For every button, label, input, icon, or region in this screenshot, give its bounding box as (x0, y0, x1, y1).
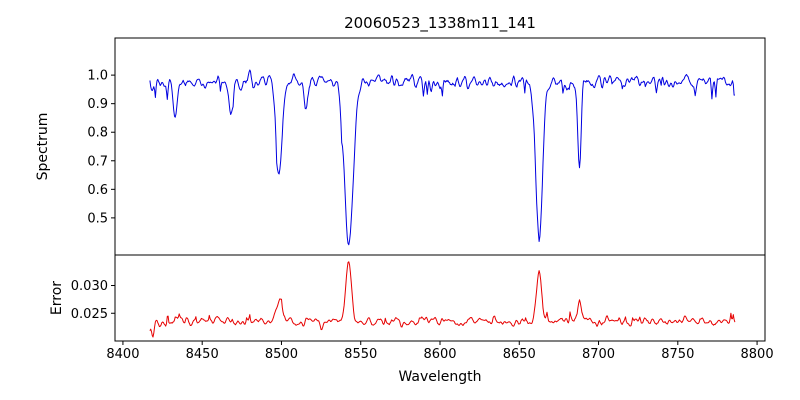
x-tick-label: 8800 (741, 347, 774, 362)
spectrum-y-axis-label: Spectrum (35, 113, 51, 181)
x-tick-label: 8700 (582, 347, 615, 362)
error-line (149, 261, 736, 338)
x-tick-label: 8400 (106, 347, 139, 362)
axis-ticks: 8400 8450 8500 8550 8600 8650 8700 8750 8800 0.5 0… (71, 69, 774, 362)
y-tick-label: 0.8 (87, 126, 108, 141)
y-tick-label: 0.7 (87, 154, 108, 169)
y-tick-label: 1.0 (87, 69, 108, 84)
x-tick-label: 8500 (265, 347, 298, 362)
y-tick-label: 0.5 (87, 211, 108, 226)
spectrum-panel-frame (114, 37, 766, 256)
x-tick-label: 8450 (186, 347, 219, 362)
x-axis-label: Wavelength (398, 369, 481, 385)
x-tick-label: 8550 (344, 347, 377, 362)
y-tick-label: 0.6 (87, 183, 108, 198)
x-tick-label: 8650 (503, 347, 536, 362)
x-tick-label: 8750 (661, 347, 694, 362)
error-panel-frame (114, 254, 766, 342)
chart-title: 20060523_1338m11_141 (344, 14, 536, 33)
x-tick-label: 8600 (423, 347, 456, 362)
y-tick-label: 0.030 (71, 279, 108, 294)
y-tick-label: 0.9 (87, 97, 108, 112)
spectrum-line (149, 69, 735, 246)
error-y-axis-label: Error (49, 281, 65, 315)
y-tick-label: 0.025 (71, 307, 108, 322)
data-series (149, 69, 736, 338)
